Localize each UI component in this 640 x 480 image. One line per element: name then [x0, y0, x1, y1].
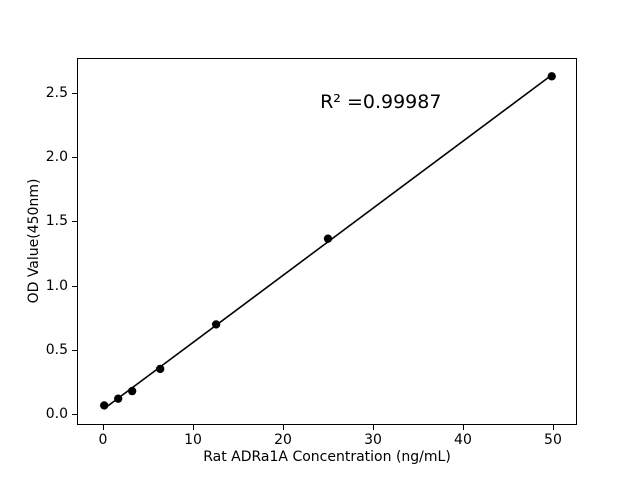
plot-area: R² =0.99987 [77, 58, 577, 425]
r-squared-annotation: R² =0.99987 [320, 90, 442, 113]
data-point [127, 386, 137, 396]
x-tick-label: 40 [454, 432, 472, 448]
x-tick-mark [552, 425, 554, 430]
x-tick-mark [103, 425, 104, 430]
data-point [547, 72, 556, 81]
y-tick-mark [72, 414, 77, 416]
y-tick-mark [72, 350, 77, 352]
y-tick-mark [72, 285, 77, 287]
x-axis-label: Rat ADRa1A Concentration (ng/mL) [203, 449, 451, 465]
x-tick-label: 50 [544, 432, 562, 448]
x-tick-label: 20 [274, 432, 292, 448]
data-point [323, 234, 333, 243]
x-tick-label: 0 [98, 432, 108, 448]
y-tick-label: 0.0 [45, 406, 68, 423]
y-tick-label: 0.5 [45, 342, 68, 359]
data-point [155, 364, 165, 374]
y-tick-mark [72, 221, 77, 223]
data-point [114, 394, 123, 403]
y-axis-label: OD Value(450nm) [26, 178, 42, 304]
data-point [100, 401, 109, 410]
y-tick-label: 2.5 [45, 84, 68, 101]
x-tick-mark [193, 425, 194, 430]
standard-curve-plot [100, 72, 556, 410]
x-tick-mark [372, 425, 374, 430]
data-point [211, 320, 221, 329]
x-tick-label: 30 [364, 432, 382, 448]
y-tick-label: 2.0 [45, 149, 68, 166]
x-tick-mark [462, 425, 464, 430]
y-tick-label: 1.0 [45, 277, 68, 294]
y-tick-mark [72, 92, 77, 94]
x-tick-label: 10 [184, 432, 202, 448]
y-tick-mark [72, 157, 77, 159]
x-tick-mark [282, 425, 284, 430]
y-tick-label: 1.5 [45, 213, 68, 230]
